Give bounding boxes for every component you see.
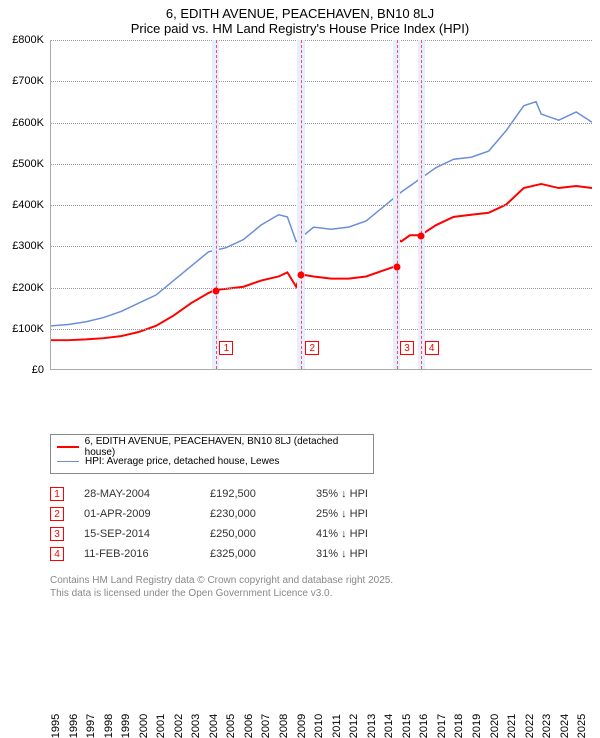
x-tick-label: 2013	[366, 714, 378, 738]
chart-area: 1 2 34 £0 £100K £200K £300K £400K £500K £600K £70…	[8, 40, 592, 390]
y-tick-label: £700K	[12, 75, 44, 87]
x-tick-label: 2025	[576, 714, 588, 738]
x-tick-label: 1998	[103, 714, 115, 738]
sale-price: £325,000	[210, 548, 310, 560]
x-tick-label: 2022	[524, 714, 536, 738]
x-tick-label: 1999	[120, 714, 132, 738]
event-label: 1	[219, 341, 233, 355]
legend-swatch	[57, 446, 79, 448]
x-tick-label: 2023	[541, 714, 553, 738]
plot-area: 1 2 34	[50, 40, 592, 370]
chart-container: 6, EDITH AVENUE, PEACEHAVEN, BN10 8LJ Pr…	[0, 0, 600, 620]
series-line	[51, 102, 592, 326]
y-tick-label: £200K	[12, 282, 44, 294]
legend-label: 6, EDITH AVENUE, PEACEHAVEN, BN10 8LJ (d…	[85, 436, 367, 458]
sale-marker: 2	[50, 507, 64, 521]
sale-diff: 35% ↓ HPI	[316, 488, 416, 500]
sale-price: £230,000	[210, 508, 310, 520]
y-tick-label: £500K	[12, 158, 44, 170]
sale-price: £192,500	[210, 488, 310, 500]
chart-subtitle: Price paid vs. HM Land Registry's House …	[8, 21, 592, 36]
event-line	[421, 40, 422, 369]
x-tick-label: 1996	[68, 714, 80, 738]
x-tick-label: 2012	[348, 714, 360, 738]
x-tick-label: 2019	[471, 714, 483, 738]
event-line	[301, 40, 302, 369]
sale-price: £250,000	[210, 528, 310, 540]
gridline	[51, 123, 592, 124]
sale-dot	[297, 272, 304, 279]
sale-date: 01-APR-2009	[84, 508, 204, 520]
legend-item: 6, EDITH AVENUE, PEACEHAVEN, BN10 8LJ (d…	[57, 439, 367, 454]
gridline	[51, 329, 592, 330]
y-tick-label: £100K	[12, 323, 44, 335]
sale-dot	[393, 263, 400, 270]
gridline	[51, 164, 592, 165]
series-line	[51, 184, 592, 340]
x-tick-label: 1995	[50, 714, 62, 738]
event-line	[397, 40, 398, 369]
sale-row: 3 15-SEP-2014 £250,000 41% ↓ HPI	[50, 524, 592, 544]
x-tick-label: 2015	[401, 714, 413, 738]
x-tick-label: 2006	[243, 714, 255, 738]
x-tick-label: 2001	[155, 714, 167, 738]
y-tick-label: £800K	[12, 34, 44, 46]
legend: 6, EDITH AVENUE, PEACEHAVEN, BN10 8LJ (d…	[50, 434, 374, 474]
x-tick-label: 2003	[190, 714, 202, 738]
y-tick-label: £300K	[12, 240, 44, 252]
legend-label: HPI: Average price, detached house, Lewe…	[85, 456, 279, 467]
footer-line2: This data is licensed under the Open Gov…	[50, 587, 592, 600]
x-tick-label: 2024	[559, 714, 571, 738]
event-label: 3	[400, 341, 414, 355]
x-tick-label: 2018	[453, 714, 465, 738]
chart-title: 6, EDITH AVENUE, PEACEHAVEN, BN10 8LJ	[8, 6, 592, 21]
x-axis: 1995199619971998199920002001200220032004…	[8, 390, 592, 426]
gridline	[51, 246, 592, 247]
footer-line1: Contains HM Land Registry data © Crown c…	[50, 574, 592, 587]
sale-dot	[418, 232, 425, 239]
x-tick-label: 2010	[313, 714, 325, 738]
x-tick-label: 2011	[331, 714, 343, 738]
x-tick-label: 2016	[418, 714, 430, 738]
footer: Contains HM Land Registry data © Crown c…	[50, 574, 592, 600]
x-tick-label: 2014	[383, 714, 395, 738]
sale-marker: 3	[50, 527, 64, 541]
gridline	[51, 205, 592, 206]
x-tick-label: 2002	[173, 714, 185, 738]
x-tick-label: 1997	[85, 714, 97, 738]
x-tick-label: 2021	[506, 714, 518, 738]
sale-date: 15-SEP-2014	[84, 528, 204, 540]
gridline	[51, 288, 592, 289]
y-tick-label: £400K	[12, 199, 44, 211]
x-tick-label: 2008	[278, 714, 290, 738]
x-tick-label: 2017	[436, 714, 448, 738]
x-tick-label: 2009	[296, 714, 308, 738]
y-tick-label: £0	[32, 364, 44, 376]
sale-diff: 25% ↓ HPI	[316, 508, 416, 520]
sale-date: 11-FEB-2016	[84, 548, 204, 560]
event-line	[216, 40, 217, 369]
sale-dot	[212, 287, 219, 294]
gridline	[51, 81, 592, 82]
sale-row: 4 11-FEB-2016 £325,000 31% ↓ HPI	[50, 544, 592, 564]
sale-diff: 31% ↓ HPI	[316, 548, 416, 560]
event-label: 4	[425, 341, 439, 355]
y-tick-label: £600K	[12, 117, 44, 129]
sales-table: 1 28-MAY-2004 £192,500 35% ↓ HPI 2 01-APR-200…	[50, 484, 592, 564]
gridline	[51, 40, 592, 41]
x-tick-label: 2005	[225, 714, 237, 738]
sale-row: 2 01-APR-2009 £230,000 25% ↓ HPI	[50, 504, 592, 524]
event-label: 2	[305, 341, 319, 355]
sale-date: 28-MAY-2004	[84, 488, 204, 500]
sale-marker: 1	[50, 487, 64, 501]
sale-diff: 41% ↓ HPI	[316, 528, 416, 540]
x-tick-label: 2004	[208, 714, 220, 738]
sale-marker: 4	[50, 547, 64, 561]
x-tick-label: 2020	[489, 714, 501, 738]
sale-row: 1 28-MAY-2004 £192,500 35% ↓ HPI	[50, 484, 592, 504]
x-tick-label: 2000	[138, 714, 150, 738]
legend-swatch	[57, 461, 79, 462]
x-tick-label: 2007	[260, 714, 272, 738]
